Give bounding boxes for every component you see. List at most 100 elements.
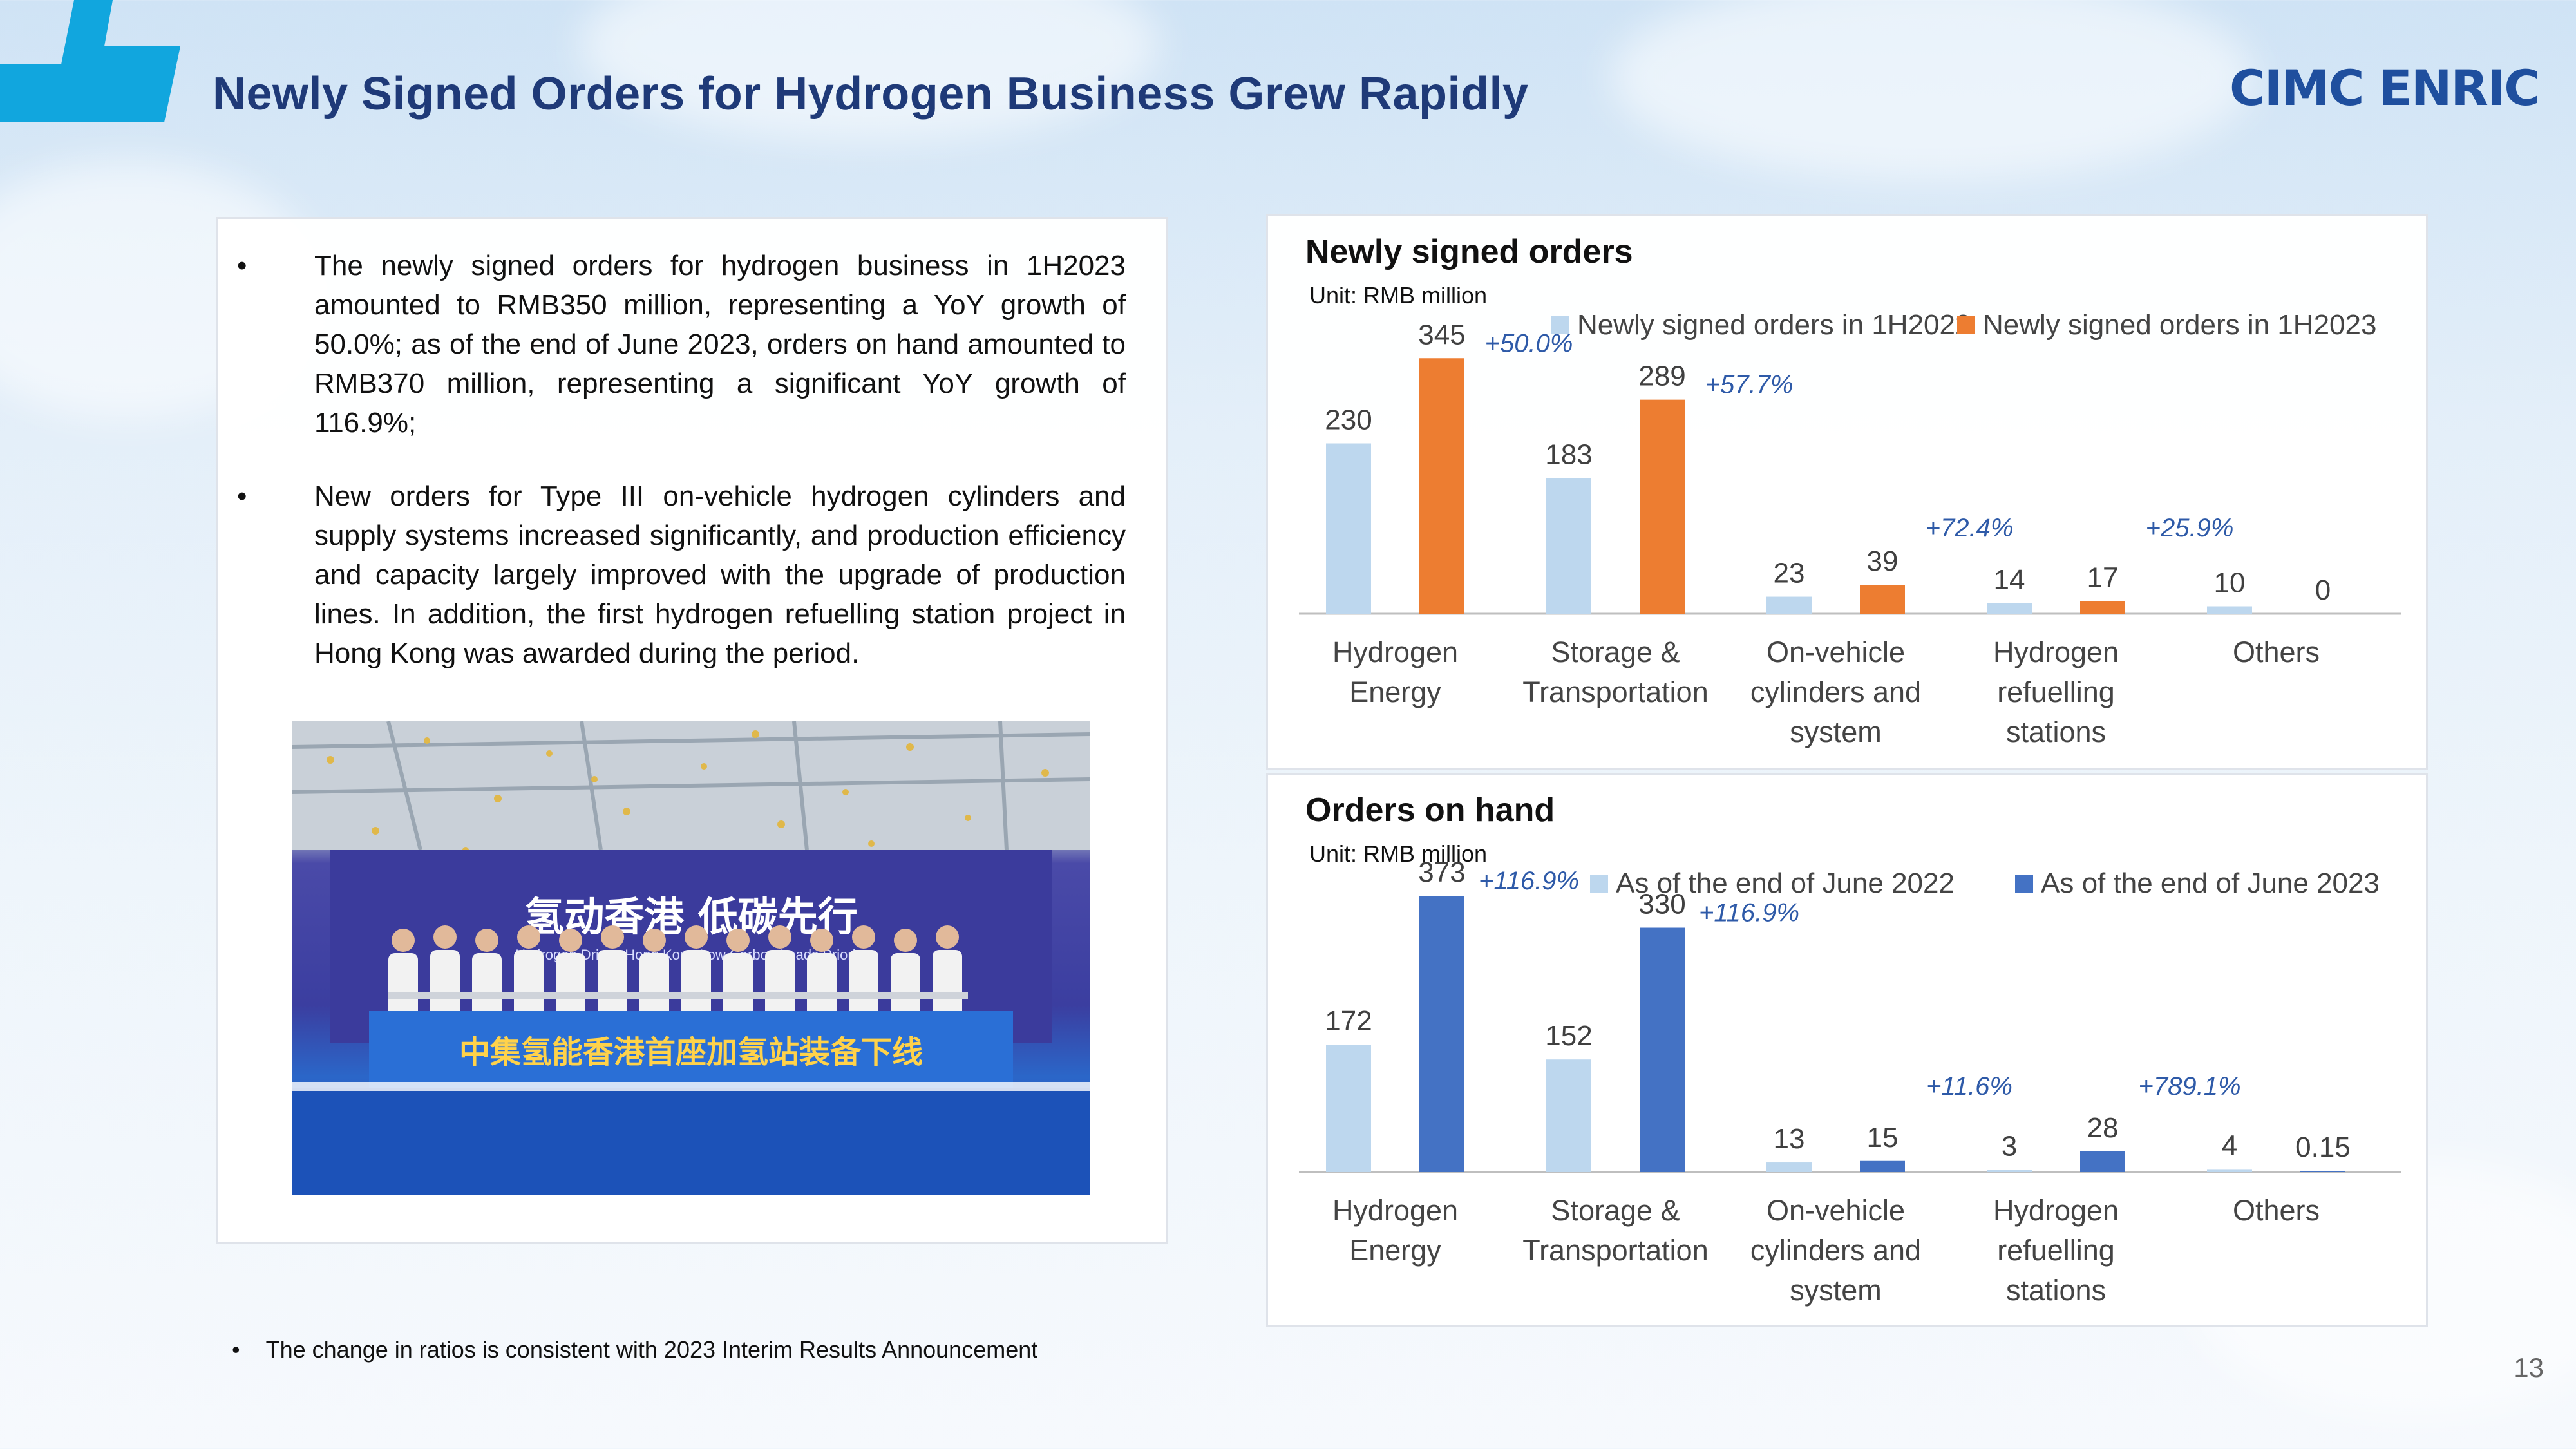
category-label: stations xyxy=(2006,715,2106,748)
bar xyxy=(1766,596,1812,614)
category-label: system xyxy=(1790,1274,1882,1307)
category-label: cylinders and xyxy=(1750,676,1921,708)
bar xyxy=(1326,1045,1371,1172)
data-label: 289 xyxy=(1638,361,1685,392)
bar xyxy=(2080,601,2125,614)
bar xyxy=(2080,1151,2125,1172)
bar xyxy=(1640,399,1685,614)
category-label: refuelling xyxy=(1997,676,2115,708)
legend-label: As of the end of June 2022 xyxy=(1616,867,1955,899)
bar xyxy=(1546,1059,1591,1172)
legend-label: As of the end of June 2023 xyxy=(2041,867,2380,899)
bar xyxy=(2207,606,2252,614)
category-label: Others xyxy=(2233,636,2320,668)
data-label: 330 xyxy=(1638,889,1685,920)
category-label: Storage & xyxy=(1551,1194,1680,1227)
chart-panel-orders-on-hand: Orders on hand Unit: RMB million As of the… xyxy=(1266,773,2428,1327)
bar xyxy=(1419,896,1464,1172)
bar xyxy=(1987,603,2032,614)
company-logo: CIMC ENRIC xyxy=(2229,59,2540,117)
data-label: 183 xyxy=(1545,439,1592,471)
category-label: On-vehicle xyxy=(1766,1194,1905,1227)
event-photo-illustration: 氢动香港 低碳先行 Hydrogen Drives Hong Kong Low … xyxy=(292,721,1090,1195)
category-label: Energy xyxy=(1349,1234,1441,1267)
footnote-bullet: • xyxy=(232,1336,240,1363)
data-label: 17 xyxy=(2087,562,2119,593)
data-label: 14 xyxy=(1994,564,2025,596)
bullet-item: • New orders for Type III on-vehicle hyd… xyxy=(237,477,1126,673)
data-label: 3 xyxy=(2002,1131,2017,1162)
growth-label: +72.4% xyxy=(1926,514,2014,542)
category-label: system xyxy=(1790,715,1882,748)
category-label: Energy xyxy=(1349,676,1441,708)
chart-panel-newly-signed-orders: Newly signed orders Unit: RMB million Newl… xyxy=(1266,214,2428,770)
event-photo: 氢动香港 低碳先行 Hydrogen Drives Hong Kong Low … xyxy=(292,721,1090,1195)
bullet-text: New orders for Type III on-vehicle hydro… xyxy=(314,480,1126,669)
chart-title: Orders on hand xyxy=(1305,791,1555,829)
bar xyxy=(1419,358,1464,614)
category-label: cylinders and xyxy=(1750,1234,1921,1267)
bar xyxy=(1987,1170,2032,1172)
category-label: On-vehicle xyxy=(1766,636,1905,668)
growth-label: +789.1% xyxy=(2138,1072,2240,1101)
bar xyxy=(1860,1160,1905,1172)
corner-accent-shape xyxy=(0,0,180,122)
category-label: Transportation xyxy=(1522,1234,1708,1267)
slide-title: Newly Signed Orders for Hydrogen Busines… xyxy=(213,68,1529,120)
growth-label: +116.9% xyxy=(1699,899,1799,927)
bar xyxy=(1640,927,1685,1172)
data-label: 0.15 xyxy=(2295,1132,2351,1163)
legend-label: Newly signed orders in 1H2023 xyxy=(1983,309,2376,341)
data-label: 373 xyxy=(1418,857,1465,888)
data-label: 152 xyxy=(1545,1020,1592,1052)
data-label: 28 xyxy=(2087,1112,2119,1144)
bar xyxy=(1860,585,1905,614)
category-label: Hydrogen xyxy=(1332,636,1458,668)
category-label: Hydrogen xyxy=(1993,636,2119,668)
chart-newly-signed-orders: Newly signed orders Unit: RMB million Newl… xyxy=(1299,233,2401,748)
chart-unit-label: Unit: RMB million xyxy=(1309,282,1487,308)
category-label: stations xyxy=(2006,1274,2106,1307)
chart-unit-label: Unit: RMB million xyxy=(1309,840,1487,867)
growth-label: +25.9% xyxy=(2146,514,2234,542)
bar xyxy=(2207,1169,2252,1172)
chart-orders-on-hand: Orders on hand Unit: RMB million As of the… xyxy=(1299,791,2401,1307)
chart-title: Newly signed orders xyxy=(1305,233,1633,270)
data-label: 23 xyxy=(1774,558,1805,589)
bar xyxy=(1326,443,1371,614)
category-label: Others xyxy=(2233,1194,2320,1227)
data-label: 39 xyxy=(1867,545,1899,577)
bar xyxy=(2300,1171,2345,1172)
bullet-text: The newly signed orders for hydrogen bus… xyxy=(314,250,1126,439)
legend-swatch xyxy=(1957,316,1975,334)
legend-label: Newly signed orders in 1H2022 xyxy=(1577,309,1971,341)
data-label: 0 xyxy=(2315,574,2331,606)
footnote: • The change in ratios is consistent with… xyxy=(232,1336,1037,1363)
category-label: Hydrogen xyxy=(1993,1194,2119,1227)
data-label: 4 xyxy=(2222,1130,2237,1161)
data-label: 13 xyxy=(1774,1123,1805,1155)
legend-swatch xyxy=(1551,316,1569,334)
category-label: Storage & xyxy=(1551,636,1680,668)
growth-label: +57.7% xyxy=(1705,371,1794,399)
data-label: 15 xyxy=(1867,1122,1899,1153)
text-panel: • The newly signed orders for hydrogen b… xyxy=(216,217,1168,1244)
data-label: 230 xyxy=(1325,404,1372,436)
legend-swatch xyxy=(2015,875,2033,893)
data-label: 10 xyxy=(2214,567,2246,599)
growth-label: +50.0% xyxy=(1485,329,1573,357)
page-number: 13 xyxy=(2514,1352,2544,1383)
footnote-text: The change in ratios is consistent with … xyxy=(265,1336,1038,1363)
bullet-dot: • xyxy=(237,480,247,512)
growth-label: +116.9% xyxy=(1479,867,1579,895)
stage-banner-text: 中集氢能香港首座加氢站装备下线 xyxy=(459,1034,923,1070)
data-label: 172 xyxy=(1325,1005,1372,1037)
data-label: 345 xyxy=(1418,319,1465,350)
bullet-dot: • xyxy=(237,250,247,281)
category-label: Hydrogen xyxy=(1332,1194,1458,1227)
bar xyxy=(1766,1162,1812,1172)
category-label: refuelling xyxy=(1997,1234,2115,1267)
growth-label: +11.6% xyxy=(1926,1072,2012,1101)
bar xyxy=(1546,478,1591,614)
bullet-item: • The newly signed orders for hydrogen b… xyxy=(237,246,1126,442)
